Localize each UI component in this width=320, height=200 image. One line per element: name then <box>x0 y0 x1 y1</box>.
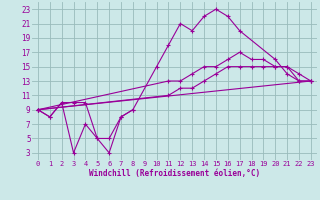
X-axis label: Windchill (Refroidissement éolien,°C): Windchill (Refroidissement éolien,°C) <box>89 169 260 178</box>
